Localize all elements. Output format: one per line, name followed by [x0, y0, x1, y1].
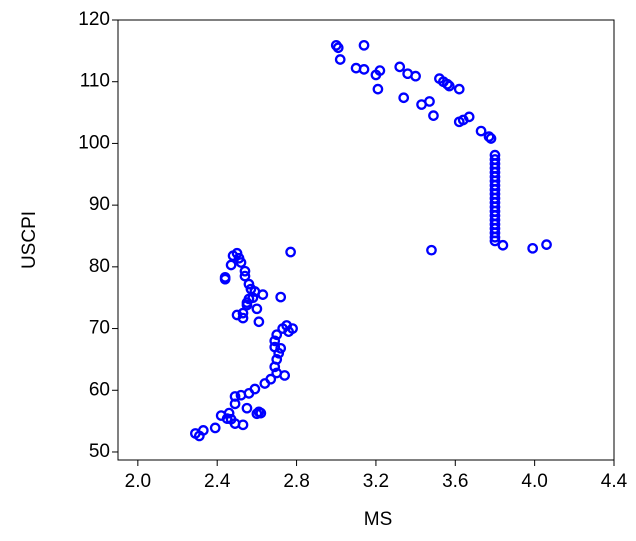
point [372, 83, 384, 95]
x-tick-label: 3.6 [442, 471, 468, 492]
point [271, 329, 283, 341]
point [253, 316, 265, 328]
x-axis-label: MS [364, 509, 393, 530]
y-tick-label: 120 [78, 9, 110, 30]
point [249, 383, 261, 395]
point [334, 54, 346, 65]
x-tick-label: 2.8 [283, 471, 309, 492]
point [239, 270, 251, 282]
point [541, 239, 552, 250]
point [275, 291, 287, 303]
y-tick-label: 90 [89, 194, 110, 215]
y-tick-label: 50 [89, 441, 110, 462]
point [527, 242, 539, 254]
x-tick-label: 4.0 [521, 471, 547, 492]
point [489, 149, 501, 161]
point [426, 244, 437, 256]
point [229, 391, 241, 402]
point [243, 278, 255, 290]
point [219, 273, 231, 285]
point [197, 425, 209, 436]
point [269, 335, 281, 347]
x-tick-label: 2.0 [125, 471, 151, 492]
point [374, 65, 386, 76]
point [287, 323, 298, 334]
x-tick-label: 3.2 [363, 471, 389, 492]
point [441, 78, 453, 90]
point [231, 247, 243, 259]
point [209, 422, 221, 434]
point [463, 111, 475, 123]
point [497, 239, 509, 251]
point [358, 39, 370, 51]
point [269, 341, 281, 353]
point [453, 83, 465, 95]
point [279, 370, 291, 381]
y-tick-label: 60 [89, 379, 110, 400]
point [237, 307, 249, 319]
point [223, 407, 235, 419]
point [265, 373, 277, 385]
plot-frame [117, 19, 615, 461]
y-tick-label: 80 [89, 256, 110, 277]
point [251, 303, 263, 315]
y-tick-label: 110 [80, 71, 110, 92]
point [358, 64, 370, 75]
x-tick-label: 4.4 [601, 471, 628, 492]
point [332, 42, 344, 54]
point [285, 246, 296, 258]
point [275, 342, 287, 354]
point [249, 286, 261, 297]
point [443, 80, 455, 92]
y-tick-label: 70 [89, 318, 110, 339]
point [241, 299, 253, 311]
point [255, 407, 267, 419]
x-tick-label: 2.4 [204, 471, 231, 492]
point [489, 154, 501, 165]
point [237, 419, 249, 431]
point [485, 133, 497, 144]
point [225, 259, 237, 271]
point [241, 402, 253, 414]
point [237, 312, 249, 324]
point [424, 96, 435, 107]
point [483, 131, 495, 142]
point [394, 61, 406, 73]
point [271, 354, 283, 365]
y-tick-label: 100 [78, 132, 110, 153]
y-axis-label: USCPI [19, 211, 40, 269]
point [235, 257, 247, 268]
point [428, 110, 439, 122]
point [398, 92, 410, 104]
point [475, 125, 487, 137]
point [410, 70, 421, 82]
point [239, 265, 251, 277]
